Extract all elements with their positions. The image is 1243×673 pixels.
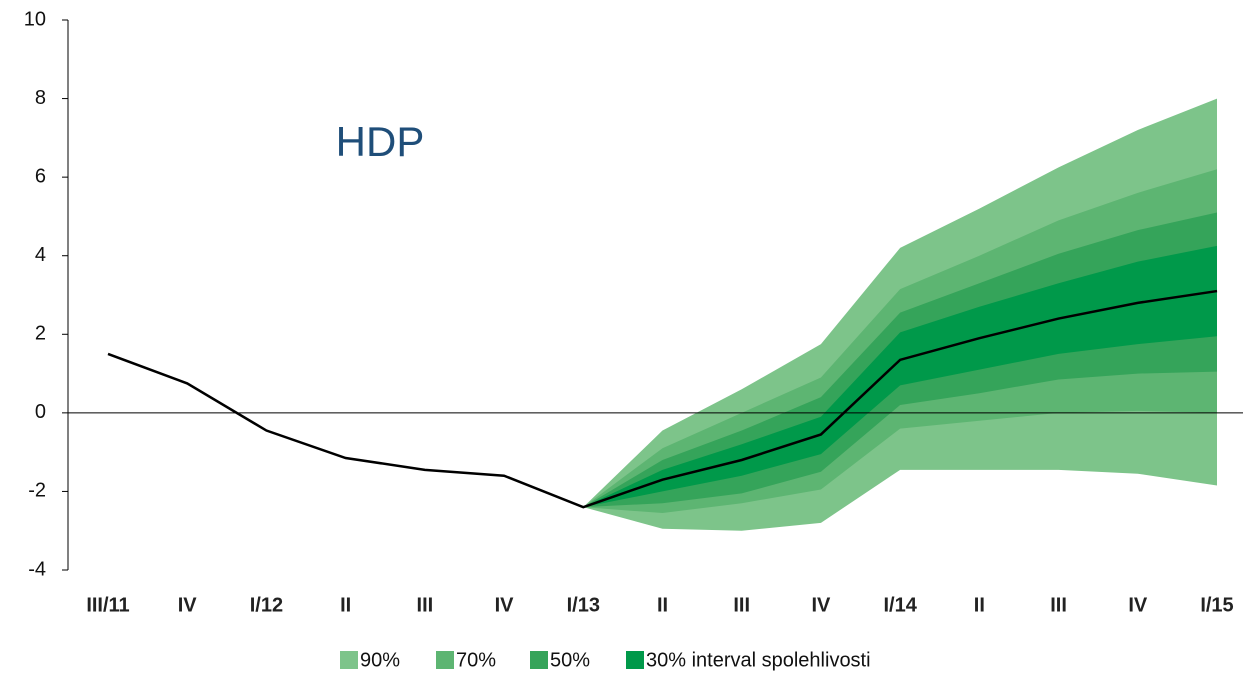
y-tick-label: -4	[28, 558, 46, 580]
legend-label: 30% interval spolehlivosti	[646, 649, 871, 671]
x-tick-label: III	[733, 594, 750, 616]
x-tick-label: II	[340, 594, 351, 616]
central-line	[107, 289, 1218, 509]
x-tick-label: III	[417, 594, 434, 616]
legend-swatch	[530, 651, 548, 669]
legend-label: 90%	[360, 649, 400, 671]
x-tick-label: II	[657, 594, 668, 616]
legend-swatch	[340, 651, 358, 669]
y-tick-label: 6	[35, 165, 46, 187]
x-tick-label: I/13	[567, 594, 600, 616]
y-tick-label: 10	[24, 8, 46, 30]
x-tick-label: I/14	[883, 594, 917, 616]
legend-label: 70%	[456, 649, 496, 671]
y-tick-label: 4	[35, 244, 46, 266]
y-tick-label: 2	[35, 323, 46, 345]
x-tick-label: IV	[178, 594, 198, 616]
fan-band	[583, 245, 1217, 508]
legend-swatch	[626, 651, 644, 669]
x-tick-label: IV	[1128, 594, 1148, 616]
y-tick-label: 0	[35, 401, 46, 423]
x-tick-label: II	[974, 594, 985, 616]
legend-swatch	[436, 651, 454, 669]
legend-label: 50%	[550, 649, 590, 671]
x-tick-label: IV	[811, 594, 831, 616]
y-tick-label: 8	[35, 87, 46, 109]
x-tick-label: IV	[495, 594, 515, 616]
annotation: HDP	[336, 118, 425, 165]
x-tick-label: I/15	[1200, 594, 1233, 616]
x-tick-label: I/12	[250, 594, 283, 616]
y-tick-label: -2	[28, 480, 46, 502]
x-tick-label: III	[1050, 594, 1067, 616]
x-tick-label: III/11	[86, 594, 129, 616]
